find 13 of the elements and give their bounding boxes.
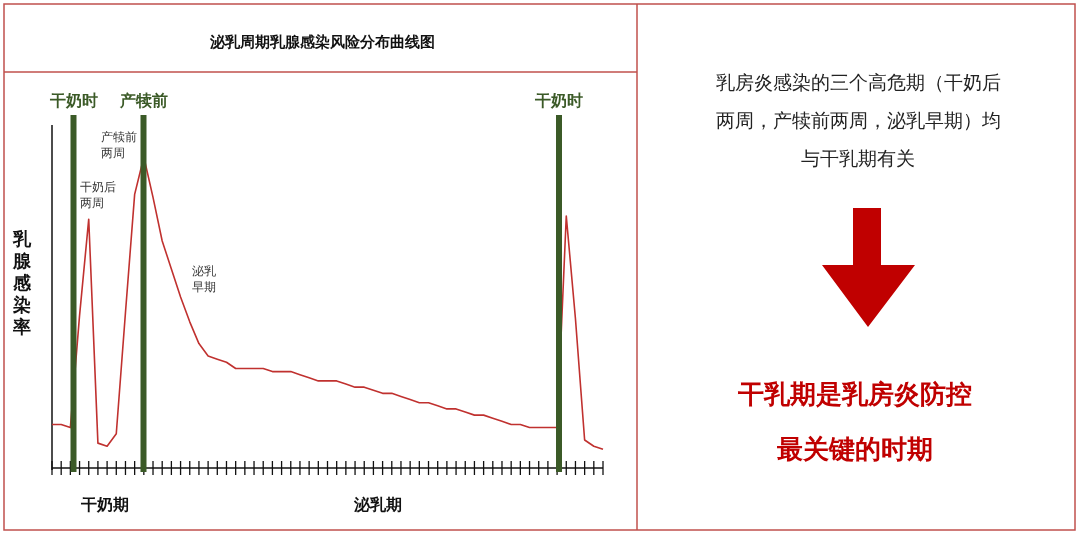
text: 产犊前 bbox=[101, 130, 137, 144]
text: 产犊前 bbox=[119, 91, 168, 110]
text: 干乳期是乳房炎防控最关键的时期 bbox=[737, 378, 973, 466]
text: 乳房炎感染的三个高危期（干奶后两周，产犊前两周，泌乳早期）均与干乳期有关 bbox=[714, 70, 1002, 171]
annotation: 泌乳早期 bbox=[192, 264, 216, 294]
annotation: 干奶后两周 bbox=[80, 180, 116, 210]
text: 干奶时 bbox=[534, 91, 583, 110]
y-axis-title: 乳腺感染率 bbox=[12, 228, 32, 337]
text: 泌乳期 bbox=[353, 495, 402, 514]
text: 干奶期 bbox=[80, 495, 129, 514]
text: 两周 bbox=[101, 146, 125, 160]
chart-title: 泌乳周期乳腺感染风险分布曲线图 bbox=[208, 33, 435, 51]
text: 干奶时 bbox=[48, 91, 98, 110]
